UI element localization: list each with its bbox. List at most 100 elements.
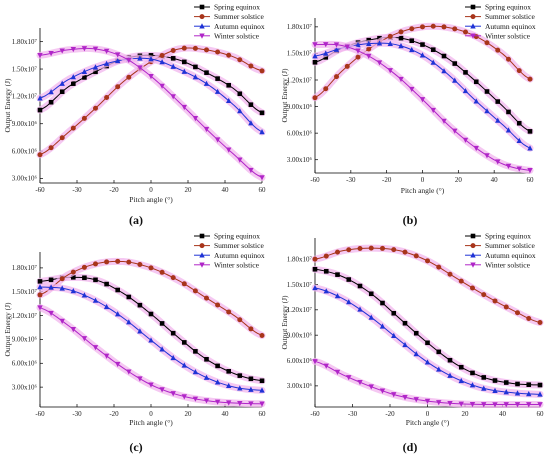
data-point [462, 87, 469, 94]
legend-label: Autumn equinox [214, 22, 265, 31]
data-point [259, 378, 265, 384]
data-point [503, 304, 509, 310]
data-point [192, 369, 199, 375]
x-axis-label: Pitch angle (°) [129, 418, 173, 427]
data-point [419, 97, 426, 103]
data-point [204, 47, 209, 53]
data-point [376, 60, 383, 66]
data-point [447, 271, 453, 277]
data-point [537, 402, 543, 408]
data-point [470, 285, 475, 291]
data-point [159, 52, 165, 58]
data-point [37, 95, 43, 101]
data-point [481, 385, 487, 391]
y-tick-label: 9.00x10⁶ [287, 103, 313, 111]
data-point [37, 279, 43, 284]
y-tick-label: 9.00x10⁶ [287, 331, 313, 339]
x-tick-label: -60 [310, 410, 320, 418]
data-point [237, 57, 243, 63]
panel-label: (c) [129, 440, 142, 454]
x-tick-label: 20 [462, 410, 470, 418]
data-point [159, 269, 165, 275]
data-point [214, 137, 221, 143]
data-point [398, 35, 404, 41]
data-point [516, 68, 522, 74]
data-point [226, 309, 232, 315]
data-point [516, 120, 522, 126]
data-point [126, 259, 132, 265]
data-point [492, 298, 498, 304]
data-point [215, 49, 221, 55]
data-point [59, 318, 65, 324]
data-point [458, 278, 464, 284]
data-point [226, 382, 232, 389]
legend-label: Autumn equinox [214, 251, 265, 260]
legend-marker [470, 243, 476, 249]
y-tick-label: 1.80x10⁷ [12, 38, 38, 46]
data-point [81, 115, 87, 121]
x-axis-label: Pitch angle (°) [401, 186, 445, 195]
panel-d: 3.00x10⁶ 6.00x10⁶ 9.00x10⁶ 1.20x10⁷ 1.50x10⁷… [280, 232, 544, 454]
data-point [469, 382, 476, 388]
data-point [115, 361, 121, 368]
data-point [526, 315, 532, 321]
data-point [398, 76, 404, 83]
data-point [398, 43, 404, 49]
data-point [159, 387, 165, 393]
data-point [137, 376, 143, 382]
data-point [436, 349, 442, 355]
data-point [192, 116, 199, 122]
data-point [368, 384, 374, 390]
data-point [115, 52, 121, 58]
data-point [48, 145, 54, 151]
data-point [505, 163, 512, 170]
data-point [92, 345, 99, 351]
data-point [203, 80, 210, 86]
data-point [312, 266, 318, 272]
data-point [93, 261, 98, 267]
data-point [126, 57, 132, 64]
data-point [368, 291, 374, 297]
x-tick-label: 0 [426, 410, 430, 418]
x-tick-label: -60 [310, 176, 320, 184]
data-point [59, 48, 65, 54]
data-point [452, 128, 458, 134]
data-point [344, 63, 350, 69]
data-point [323, 253, 329, 259]
data-point [170, 48, 176, 54]
data-point [458, 364, 464, 370]
data-point [181, 394, 187, 400]
data-point [93, 69, 98, 75]
data-point [259, 175, 265, 181]
data-point [248, 63, 254, 69]
data-point [126, 319, 132, 325]
legend-label: Winter solstice [485, 260, 531, 269]
data-point [346, 277, 352, 282]
data-point [335, 272, 340, 277]
data-point [237, 400, 243, 407]
data-point [452, 26, 458, 32]
legend-label: Winter solstice [214, 31, 260, 40]
data-point [447, 357, 453, 363]
data-point [148, 56, 154, 62]
data-point [312, 359, 318, 365]
data-point [312, 95, 318, 101]
data-point [48, 284, 54, 290]
data-point [226, 82, 231, 88]
data-point [215, 76, 220, 81]
data-point [503, 402, 509, 408]
legend-marker [199, 33, 205, 39]
data-point [537, 391, 543, 397]
data-point [492, 378, 498, 383]
data-point [447, 400, 453, 407]
x-tick-label: 40 [222, 410, 230, 418]
data-point [48, 277, 54, 283]
data-point [312, 42, 318, 48]
data-point [481, 402, 487, 408]
data-point [425, 340, 430, 346]
data-point [420, 24, 425, 30]
x-tick-label: -20 [109, 186, 119, 194]
data-point [92, 297, 99, 303]
data-point [182, 340, 187, 345]
